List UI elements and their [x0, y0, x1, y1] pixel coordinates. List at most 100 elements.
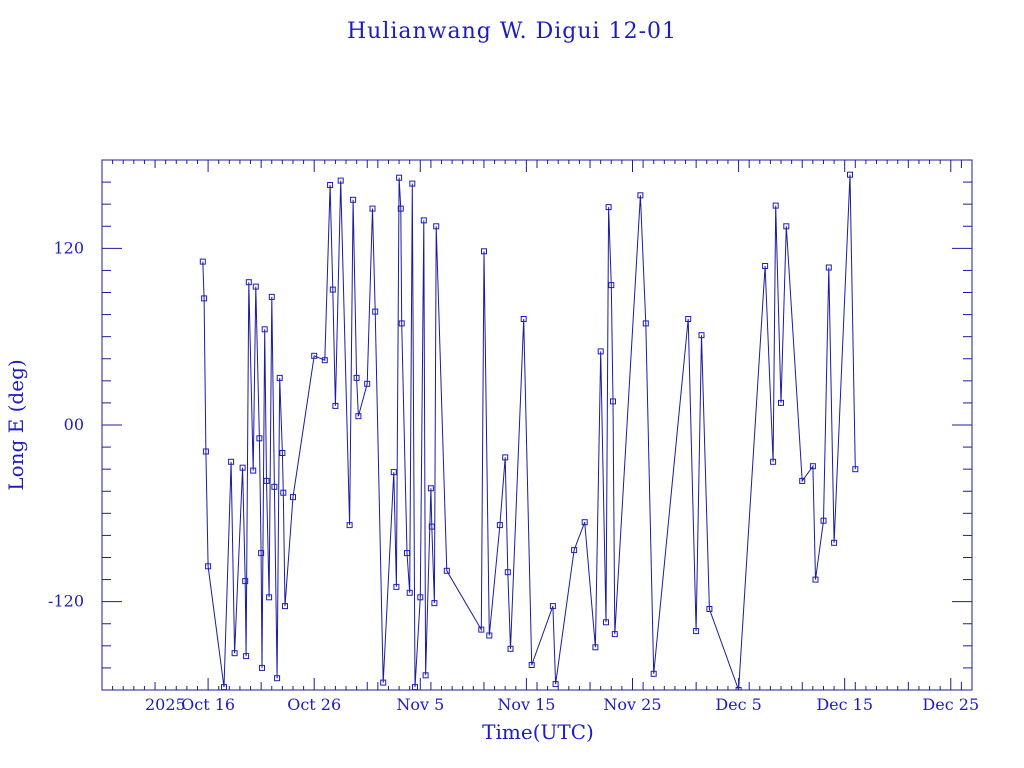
- y-axis-ticks: 120 00 -120: [48, 159, 972, 691]
- data-point: [327, 182, 334, 188]
- data-point: [772, 202, 779, 209]
- data-point: [258, 550, 265, 557]
- y-tick-label: -120: [48, 592, 84, 611]
- data-point: [274, 675, 281, 682]
- series-layer: [199, 171, 859, 690]
- data-point: [486, 632, 493, 639]
- data-point: [443, 567, 450, 574]
- data-point: [404, 550, 410, 557]
- data-point: [259, 664, 265, 671]
- data-point: [417, 594, 424, 601]
- data-point: [831, 539, 838, 546]
- data-point: [242, 578, 249, 585]
- data-point: [637, 192, 644, 199]
- data-point: [528, 662, 535, 668]
- data-point: [221, 684, 227, 690]
- data-point: [581, 519, 588, 526]
- y-tick-label: 00: [64, 415, 84, 434]
- data-point: [642, 320, 649, 327]
- data-point: [268, 293, 275, 300]
- series-line: [202, 174, 856, 690]
- data-point: [825, 264, 832, 271]
- data-point: [350, 196, 357, 203]
- data-point: [852, 466, 859, 473]
- data-point: [496, 522, 503, 529]
- data-point: [605, 204, 612, 211]
- data-point: [372, 308, 379, 315]
- data-point: [520, 316, 527, 322]
- data-point: [552, 681, 559, 688]
- data-point: [290, 494, 296, 501]
- data-point: [390, 469, 397, 476]
- data-point: [592, 644, 599, 651]
- data-point: [847, 171, 853, 178]
- data-point: [698, 332, 705, 339]
- data-point: [380, 679, 387, 686]
- data-point: [611, 631, 618, 638]
- data-point: [337, 177, 344, 184]
- data-point: [610, 398, 616, 405]
- data-point: [778, 399, 784, 406]
- data-point: [243, 653, 250, 660]
- data-point: [812, 576, 819, 583]
- data-point: [250, 467, 257, 474]
- data-point: [549, 603, 556, 610]
- data-point: [201, 295, 208, 302]
- data-point: [228, 458, 235, 465]
- data-point: [280, 489, 287, 496]
- data-point: [266, 594, 273, 601]
- data-point: [202, 448, 209, 455]
- x-axis-label: Time(UTC): [482, 720, 594, 744]
- data-point: [502, 454, 509, 461]
- x-tick-label: Dec 5: [715, 695, 762, 714]
- chart-title: Hulianwang W. Digui 12-01: [347, 19, 677, 44]
- data-point: [239, 464, 246, 471]
- x-tick-label: Oct 26: [287, 695, 341, 714]
- x-tick-label: Oct 16: [181, 695, 235, 714]
- data-point: [321, 357, 328, 364]
- data-point: [252, 283, 259, 290]
- y-axis-label: Long E (deg): [4, 359, 28, 490]
- data-point: [504, 569, 511, 576]
- plot-frame: [101, 159, 973, 691]
- x-tick-label: Nov 25: [603, 695, 661, 714]
- x-axis-ticks: Oct 16 Oct 26 Nov 5 Nov 15 Nov 25 Dec 5 Dec 15…: [101, 160, 979, 714]
- data-point: [396, 174, 403, 181]
- data-point: [770, 458, 777, 465]
- data-point: [353, 374, 360, 381]
- data-point: [346, 522, 353, 529]
- data-point: [427, 485, 434, 492]
- data-point: [420, 217, 427, 224]
- data-point: [799, 477, 806, 484]
- data-point: [809, 463, 816, 470]
- data-point: [409, 180, 416, 187]
- data-point: [263, 477, 270, 484]
- data-point: [311, 352, 318, 359]
- data-point: [603, 619, 609, 626]
- data-point: [282, 603, 288, 610]
- data-point: [271, 483, 278, 490]
- data-point: [507, 645, 514, 652]
- data-point: [279, 450, 286, 456]
- data-point: [397, 205, 404, 212]
- data-point: [783, 223, 790, 230]
- data-point: [481, 248, 487, 255]
- data-point: [406, 589, 413, 596]
- data-point: [650, 670, 657, 677]
- data-point: [205, 563, 212, 570]
- y-tick-label: 120: [53, 238, 84, 257]
- data-point: [762, 263, 769, 269]
- data-point: [369, 205, 376, 212]
- x-tick-label: Dec 15: [816, 695, 873, 714]
- data-point: [820, 517, 827, 524]
- data-point: [706, 606, 713, 612]
- data-point: [608, 282, 615, 289]
- data-point: [422, 672, 429, 679]
- x-tick-label: Nov 5: [396, 695, 444, 714]
- data-point: [433, 223, 440, 230]
- data-point: [431, 600, 438, 607]
- data-point: [428, 523, 435, 530]
- data-point: [412, 684, 418, 690]
- data-point: [693, 628, 700, 635]
